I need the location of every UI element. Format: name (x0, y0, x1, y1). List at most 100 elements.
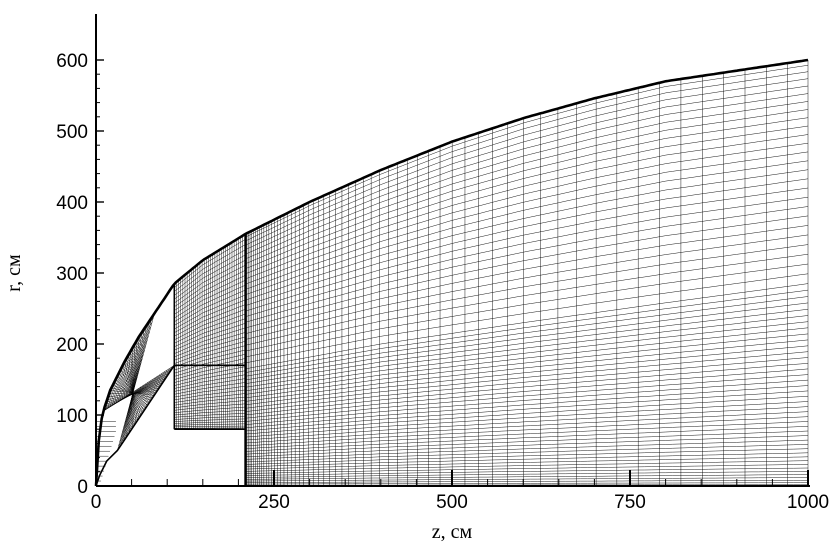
mesh-line-axial (174, 332, 246, 358)
mesh-line-axial (129, 380, 151, 405)
mesh-line-axial (127, 377, 156, 415)
mesh-line-axial (245, 452, 809, 468)
mesh-line-axial (107, 322, 153, 409)
mesh-line-axial (245, 351, 809, 409)
mesh-line-axial (174, 304, 246, 337)
mesh-line-axial (245, 480, 808, 483)
mesh-line-axial (109, 326, 151, 408)
mesh-line-axial (245, 234, 809, 340)
outer-boundary (94, 58, 809, 487)
mesh-line-axial (174, 336, 246, 361)
mesh-line-axial (245, 471, 808, 478)
mesh-line-axial (245, 273, 809, 364)
mesh-line-axial (174, 358, 246, 377)
mesh-line-axial (245, 477, 809, 482)
mesh-line-radial (117, 313, 155, 451)
mesh-line-axial (174, 299, 246, 333)
mesh-line-axial (174, 239, 246, 288)
mesh-line-axial (174, 385, 246, 398)
body-contour (95, 364, 247, 487)
mesh-line-axial (174, 423, 246, 426)
mesh-line-axial (245, 109, 809, 265)
mesh-line-axial (174, 393, 246, 403)
axes: 0 100 200 300 400 500 600 0 250 500 750 1000 (56, 14, 829, 513)
mesh-line-axial (245, 339, 809, 402)
mesh-line-axial (245, 142, 809, 285)
mesh-line-axial (174, 396, 246, 406)
mesh-line-axial (174, 366, 246, 383)
mesh-line-axial (174, 415, 246, 420)
mesh-line-axial (174, 382, 246, 395)
mesh-line-axial (174, 308, 246, 341)
mesh-line-axial (132, 385, 144, 395)
x-tick-label: 0 (91, 492, 102, 513)
mesh-line-axial (245, 215, 809, 329)
mesh-line-axial (131, 381, 139, 395)
mesh-line-axial (174, 249, 246, 296)
mesh-line-axial (245, 93, 809, 255)
mesh-line-axial (245, 283, 809, 370)
y-tick-label: 600 (56, 51, 88, 72)
mesh-line-axial (245, 225, 809, 334)
mesh-line-axial (245, 71, 809, 242)
mesh-line-axial (174, 318, 246, 348)
mesh-line-axial (245, 65, 809, 238)
mesh-line-axial (245, 368, 809, 419)
mesh-line-axial (245, 101, 809, 260)
mesh-line-axial (245, 85, 809, 250)
mesh-line-axial (122, 354, 144, 400)
x-tick-label: 1000 (787, 492, 829, 513)
mesh-line-axial (245, 327, 809, 395)
mesh-line-axial (174, 353, 246, 374)
mesh-line-axial (245, 196, 809, 317)
mesh-line-axial (174, 284, 246, 322)
mesh-line-axial (112, 331, 150, 406)
mesh-line-axial (130, 381, 149, 401)
mesh-line-axial (245, 289, 809, 373)
mesh-line-axial (174, 244, 246, 292)
mesh-line-axial (124, 374, 161, 424)
mesh-line-axial (245, 315, 809, 388)
mesh-line-axial (114, 336, 149, 405)
mesh-line-axial (174, 349, 246, 371)
mesh-line-axial (174, 327, 246, 354)
mesh-line-axial (245, 363, 809, 416)
mesh-line-axial (174, 374, 246, 389)
mesh-line-axial (245, 448, 809, 465)
mesh-line-axial (245, 308, 809, 384)
y-tick-label: 0 (77, 477, 88, 498)
mesh-line-axial (245, 302, 809, 381)
mesh-line-axial (245, 253, 809, 352)
mesh-line-axial (245, 444, 809, 463)
mesh-line-axial (245, 395, 809, 435)
mesh-line-axial (174, 370, 246, 386)
mesh-line-axial (128, 372, 139, 396)
mesh-line-axial (105, 317, 154, 410)
x-tick-label: 250 (258, 492, 290, 513)
mesh-line-axial (245, 244, 809, 346)
mesh-line-axial (245, 430, 809, 455)
mesh-line-axial (245, 206, 809, 323)
mesh-line-axial (245, 467, 809, 476)
mesh-line-axial (116, 340, 148, 404)
mesh-line-axial (174, 264, 246, 307)
y-tick-label: 200 (56, 335, 88, 356)
mesh-line-axial (174, 289, 246, 326)
mesh-line-axial (245, 296, 809, 377)
mesh-line-axial (245, 333, 809, 399)
mesh-line-axial (245, 411, 809, 444)
mesh-line-axial (245, 416, 809, 447)
mesh-boundaries (94, 58, 809, 487)
mesh-line-axial (174, 340, 246, 364)
y-tick-label: 500 (56, 122, 88, 143)
mesh-grid (96, 59, 809, 486)
mesh-line-axial (174, 274, 246, 315)
mesh-line-axial (174, 418, 246, 422)
mesh-line-axial (174, 269, 246, 311)
mesh-line-axial (132, 383, 147, 396)
mesh-line-axial (127, 368, 140, 397)
mesh-line-axial (245, 385, 809, 429)
mesh-line-axial (128, 378, 154, 410)
mesh-line-axial (118, 366, 173, 447)
mesh-line-axial (174, 400, 246, 409)
